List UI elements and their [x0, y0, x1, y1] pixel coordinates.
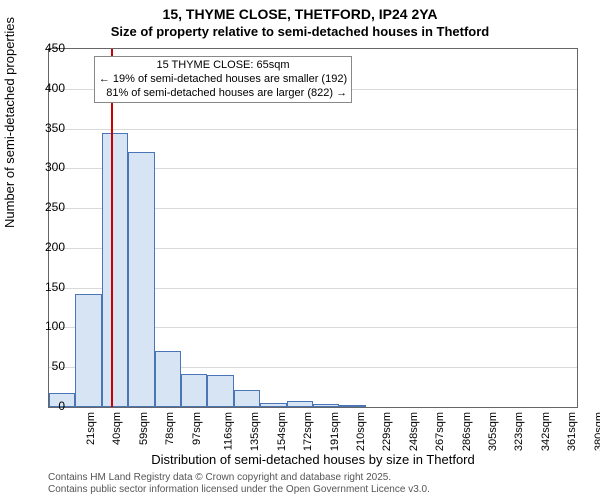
- annotation-line1: 15 THYME CLOSE: 65sqm: [99, 59, 347, 73]
- x-axis-label: Distribution of semi-detached houses by …: [48, 452, 578, 467]
- x-tick-label: 135sqm: [250, 412, 262, 451]
- y-tick-label: 250: [25, 200, 65, 214]
- y-tick-label: 100: [25, 319, 65, 333]
- x-tick-label: 286sqm: [461, 412, 473, 451]
- x-tick-label: 59sqm: [138, 412, 150, 445]
- attribution: Contains HM Land Registry data © Crown c…: [48, 472, 430, 496]
- x-tick-label: 323sqm: [514, 412, 526, 451]
- x-tick-label: 342sqm: [540, 412, 552, 451]
- x-tick-label: 267sqm: [434, 412, 446, 451]
- x-tick-label: 191sqm: [329, 412, 341, 451]
- chart-container: 15, THYME CLOSE, THETFORD, IP24 2YA Size…: [0, 0, 600, 500]
- attribution-line1: Contains HM Land Registry data © Crown c…: [48, 472, 430, 484]
- attribution-line2: Contains public sector information licen…: [48, 484, 430, 496]
- x-tick-label: 154sqm: [276, 412, 288, 451]
- histogram-bar: [339, 405, 365, 407]
- histogram-bar: [181, 374, 207, 407]
- histogram-bar: [155, 351, 181, 407]
- y-axis-label: Number of semi-detached properties: [2, 17, 17, 228]
- chart-title-main: 15, THYME CLOSE, THETFORD, IP24 2YA: [0, 6, 600, 22]
- x-tick-label: 248sqm: [408, 412, 420, 451]
- x-tick-label: 40sqm: [111, 412, 123, 445]
- annotation-line2: ← 19% of semi-detached houses are smalle…: [99, 73, 347, 87]
- plot-area: 15 THYME CLOSE: 65sqm← 19% of semi-detac…: [48, 48, 578, 408]
- histogram-bar: [75, 294, 101, 407]
- y-tick-label: 400: [25, 81, 65, 95]
- x-tick-label: 97sqm: [191, 412, 203, 445]
- x-tick-label: 361sqm: [566, 412, 578, 451]
- x-tick-label: 116sqm: [222, 412, 234, 450]
- histogram-bar: [102, 133, 128, 407]
- x-tick-label: 21sqm: [85, 412, 97, 445]
- y-tick-label: 450: [25, 41, 65, 55]
- gridline: [49, 129, 577, 130]
- histogram-bar: [128, 152, 154, 407]
- y-tick-label: 300: [25, 160, 65, 174]
- histogram-bar: [313, 404, 339, 407]
- histogram-bar: [234, 390, 260, 408]
- annotation-box: 15 THYME CLOSE: 65sqm← 19% of semi-detac…: [94, 56, 352, 103]
- y-tick-label: 350: [25, 121, 65, 135]
- histogram-bar: [287, 401, 313, 407]
- x-tick-label: 210sqm: [355, 412, 367, 451]
- histogram-bar: [207, 375, 233, 407]
- histogram-bar: [260, 403, 286, 407]
- x-tick-label: 172sqm: [302, 412, 314, 451]
- y-tick-label: 200: [25, 240, 65, 254]
- x-tick-label: 78sqm: [164, 412, 176, 445]
- x-tick-label: 305sqm: [487, 412, 499, 451]
- y-tick-label: 0: [25, 399, 65, 413]
- x-tick-label: 229sqm: [382, 412, 394, 451]
- chart-title-sub: Size of property relative to semi-detach…: [0, 24, 600, 39]
- y-tick-label: 150: [25, 280, 65, 294]
- y-tick-label: 50: [25, 359, 65, 373]
- x-tick-label: 380sqm: [593, 412, 600, 451]
- annotation-line3: 81% of semi-detached houses are larger (…: [99, 87, 347, 101]
